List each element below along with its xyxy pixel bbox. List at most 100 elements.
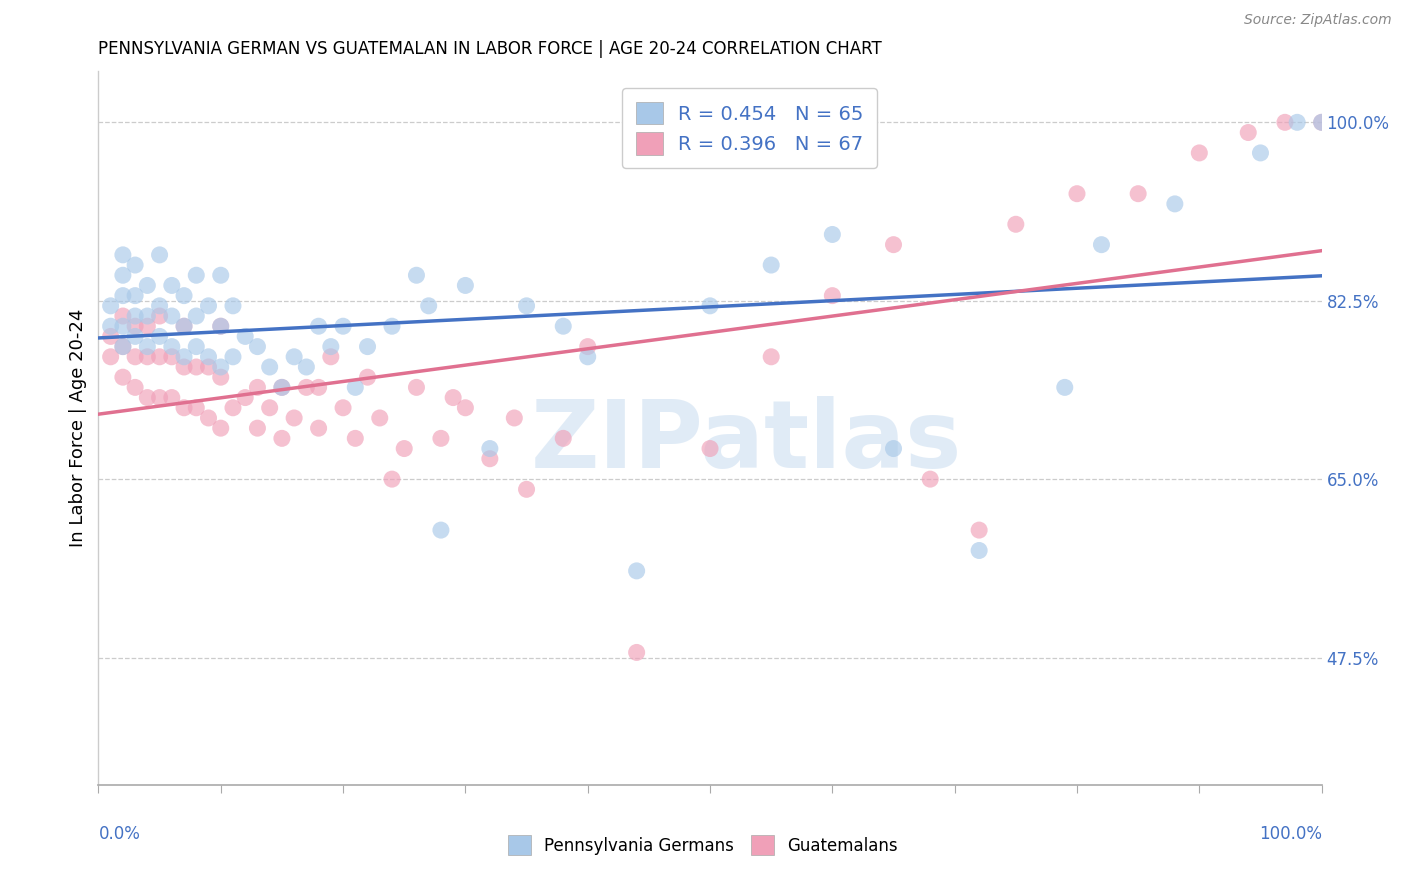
Point bbox=[136, 391, 159, 405]
Point bbox=[1090, 237, 1112, 252]
Point bbox=[197, 350, 219, 364]
Point bbox=[136, 340, 159, 354]
Point bbox=[1310, 115, 1333, 129]
Point bbox=[160, 391, 183, 405]
Point bbox=[699, 442, 721, 456]
Point bbox=[197, 411, 219, 425]
Point bbox=[920, 472, 942, 486]
Point bbox=[332, 401, 354, 415]
Point bbox=[124, 288, 146, 302]
Point bbox=[136, 309, 159, 323]
Point bbox=[246, 380, 269, 394]
Point bbox=[160, 340, 183, 354]
Point bbox=[259, 401, 281, 415]
Point bbox=[136, 319, 159, 334]
Point bbox=[209, 370, 232, 384]
Point bbox=[149, 309, 172, 323]
Point bbox=[197, 299, 219, 313]
Point bbox=[368, 411, 391, 425]
Point bbox=[576, 350, 599, 364]
Point bbox=[111, 288, 134, 302]
Point bbox=[332, 319, 354, 334]
Point bbox=[111, 268, 134, 283]
Legend: R = 0.454   N = 65, R = 0.396   N = 67: R = 0.454 N = 65, R = 0.396 N = 67 bbox=[621, 88, 877, 168]
Point bbox=[100, 350, 122, 364]
Point bbox=[100, 319, 122, 334]
Point bbox=[149, 391, 172, 405]
Point bbox=[149, 299, 172, 313]
Point bbox=[186, 309, 208, 323]
Point bbox=[111, 370, 134, 384]
Point bbox=[1066, 186, 1088, 201]
Point bbox=[967, 523, 990, 537]
Point bbox=[1310, 115, 1333, 129]
Point bbox=[576, 340, 599, 354]
Point bbox=[761, 350, 783, 364]
Point bbox=[308, 380, 330, 394]
Point bbox=[344, 380, 367, 394]
Point bbox=[319, 340, 342, 354]
Point bbox=[441, 391, 464, 405]
Point bbox=[233, 391, 256, 405]
Point bbox=[515, 483, 537, 497]
Point bbox=[111, 248, 134, 262]
Point bbox=[295, 359, 318, 374]
Point bbox=[418, 299, 440, 313]
Point bbox=[344, 431, 367, 445]
Point bbox=[405, 268, 427, 283]
Point bbox=[283, 411, 305, 425]
Point bbox=[1053, 380, 1076, 394]
Point bbox=[124, 380, 146, 394]
Point bbox=[124, 309, 146, 323]
Point bbox=[173, 319, 195, 334]
Point bbox=[173, 359, 195, 374]
Point bbox=[111, 319, 134, 334]
Point bbox=[209, 421, 232, 435]
Point bbox=[222, 350, 245, 364]
Point bbox=[149, 350, 172, 364]
Point bbox=[186, 401, 208, 415]
Point bbox=[149, 248, 172, 262]
Point bbox=[1286, 115, 1309, 129]
Point bbox=[173, 401, 195, 415]
Point bbox=[1128, 186, 1150, 201]
Point bbox=[246, 340, 269, 354]
Point bbox=[503, 411, 526, 425]
Point bbox=[209, 319, 232, 334]
Text: ZIPatlas: ZIPatlas bbox=[531, 396, 963, 489]
Point bbox=[186, 340, 208, 354]
Point bbox=[1004, 217, 1026, 231]
Point bbox=[454, 401, 477, 415]
Point bbox=[699, 299, 721, 313]
Point bbox=[308, 319, 330, 334]
Point bbox=[761, 258, 783, 272]
Point bbox=[124, 319, 146, 334]
Point bbox=[1274, 115, 1296, 129]
Point bbox=[173, 288, 195, 302]
Point bbox=[197, 359, 219, 374]
Point bbox=[160, 309, 183, 323]
Point bbox=[430, 431, 453, 445]
Point bbox=[124, 329, 146, 343]
Point bbox=[173, 319, 195, 334]
Point bbox=[356, 370, 378, 384]
Point bbox=[270, 380, 294, 394]
Point bbox=[100, 329, 122, 343]
Point bbox=[173, 350, 195, 364]
Point bbox=[209, 359, 232, 374]
Point bbox=[553, 431, 575, 445]
Point bbox=[270, 431, 294, 445]
Point bbox=[626, 645, 648, 659]
Point bbox=[405, 380, 427, 394]
Point bbox=[1188, 145, 1211, 160]
Point bbox=[136, 350, 159, 364]
Point bbox=[553, 319, 575, 334]
Point bbox=[883, 442, 905, 456]
Point bbox=[515, 299, 537, 313]
Point bbox=[1249, 145, 1271, 160]
Point bbox=[478, 442, 501, 456]
Point bbox=[381, 319, 404, 334]
Point bbox=[160, 278, 183, 293]
Point bbox=[124, 350, 146, 364]
Point bbox=[308, 421, 330, 435]
